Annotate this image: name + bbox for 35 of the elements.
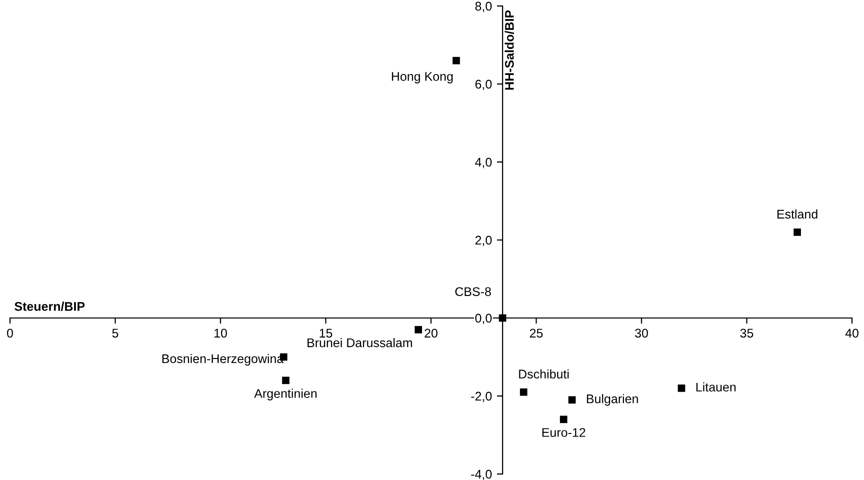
y-tick-label: 0,0 [475,314,492,324]
y-tick-label: 2,0 [475,236,492,246]
point [678,384,686,392]
y-tick-label: 6,0 [475,80,492,90]
x-tick-label: 10 [214,328,227,338]
annotation: Argentinien [254,388,317,400]
x-tick-label: 30 [635,328,648,338]
y-tick-label: -4,0 [471,470,492,480]
annotation: Hong Kong [392,72,453,84]
point [520,388,528,396]
annotation: Euro-12 [542,428,586,437]
point [414,326,422,334]
annotation: Bulgarien [586,394,638,406]
point [452,56,460,64]
y-axis-title: HH-Saldo/BIP [504,10,514,90]
point [568,396,576,404]
x-tick-label: 25 [530,328,543,338]
y-tick-label: 8,0 [475,2,492,12]
x-tick-label: 40 [845,328,858,338]
y-tick-label: -2,0 [471,392,492,402]
x-axis-title: Steuern/BIP [14,302,85,311]
y-tick-label: 4,0 [475,158,492,168]
annotation: Dschibuti [519,369,569,379]
annotation: CBS-8 [455,287,491,296]
annotation: Litauen [696,382,736,392]
point [794,228,801,236]
x-tick-label: 15 [320,328,332,338]
annotation: Estland [777,209,818,219]
point [282,376,290,384]
x-tick-label: 5 [112,328,118,338]
x-tick-label: 20 [424,328,438,338]
annotation: Brunei Darussalam [308,338,412,348]
x-tick-label: 35 [740,328,754,338]
point [560,416,568,424]
x-tick-label: 0 [7,328,13,338]
